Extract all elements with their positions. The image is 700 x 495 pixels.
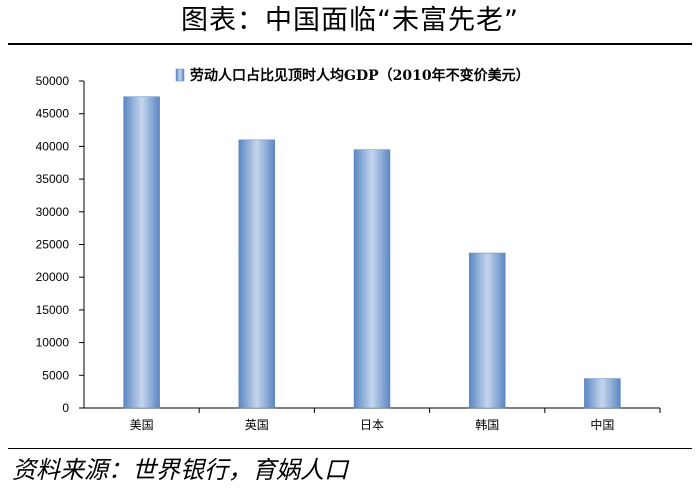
bar (238, 139, 276, 409)
y-tick-label: 35000 (36, 172, 70, 186)
source-divider (8, 448, 692, 449)
y-tick-label: 20000 (36, 270, 70, 284)
y-tick-label: 40000 (36, 139, 70, 153)
bar (353, 149, 391, 409)
y-tick-label: 25000 (36, 238, 70, 252)
title-divider (8, 43, 692, 45)
x-category-label: 美国 (130, 418, 154, 432)
y-tick-label: 45000 (36, 107, 70, 121)
y-tick-label: 50000 (36, 74, 70, 88)
x-category-label: 英国 (245, 418, 269, 432)
x-category-label: 日本 (360, 418, 384, 432)
y-tick-label: 0 (62, 401, 69, 415)
source-note: 资料来源：世界银行，育娲人口 (12, 456, 348, 484)
legend-swatch (175, 68, 185, 82)
x-category-label: 中国 (590, 417, 614, 432)
y-tick-label: 30000 (36, 205, 70, 219)
y-tick-label: 5000 (42, 368, 69, 382)
bar-chart: 劳动人口占比见顶时人均GDP（2010年不变价美元） 0 5000 10000 150… (36, 67, 661, 432)
x-category-label: 韩国 (475, 417, 499, 432)
y-tick-label: 10000 (36, 336, 70, 350)
legend-label: 劳动人口占比见顶时人均GDP（2010年不变价美元） (190, 67, 530, 84)
bar (123, 96, 160, 409)
bars (123, 96, 621, 409)
y-tick-label: 15000 (36, 303, 70, 317)
x-axis-labels: 美国 英国 日本 韩国 中国 (130, 408, 661, 432)
bar (584, 378, 621, 409)
y-axis-ticks: 0 5000 10000 15000 20000 25000 30000 35000 40000… (36, 74, 84, 415)
bar (468, 252, 506, 409)
legend: 劳动人口占比见顶时人均GDP（2010年不变价美元） (175, 67, 530, 84)
chart-title: 图表：中国面临“未富先老” (181, 5, 519, 36)
